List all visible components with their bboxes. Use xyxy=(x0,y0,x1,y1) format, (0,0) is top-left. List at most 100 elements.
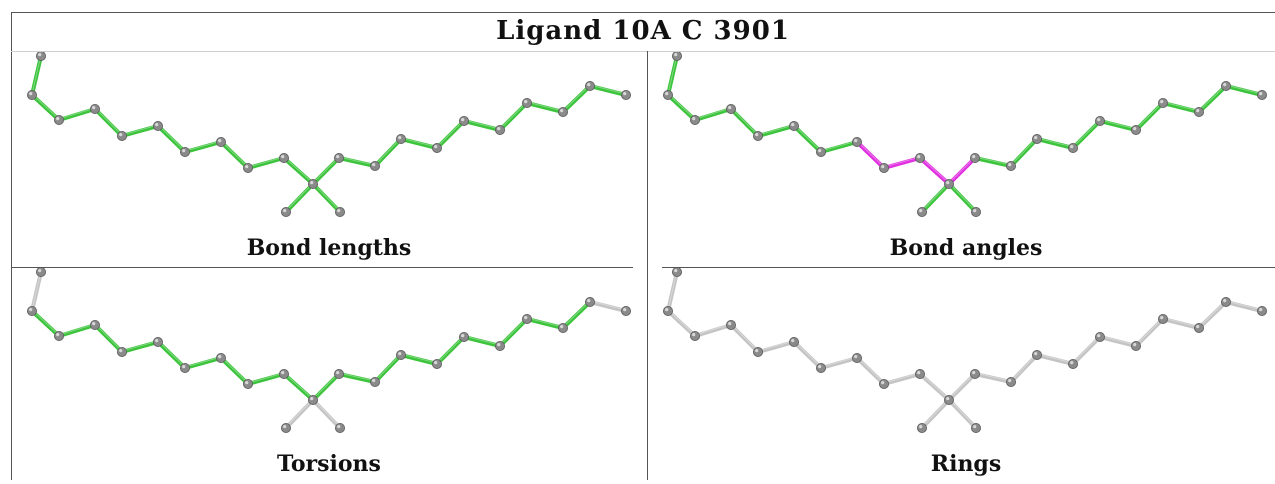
atom-18 xyxy=(1194,107,1205,118)
atom-7 xyxy=(851,353,862,364)
bond-highlight xyxy=(883,372,921,384)
bond-4-5 xyxy=(756,340,796,354)
bond-highlight xyxy=(730,323,759,352)
atom-14 xyxy=(431,143,442,154)
bond-highlight xyxy=(338,372,376,382)
atom-shine xyxy=(310,397,314,401)
bond-highlight xyxy=(562,300,591,328)
bond-highlight xyxy=(1225,84,1263,95)
bond-11-12 xyxy=(337,372,377,384)
atom-shine xyxy=(972,155,976,159)
atom-shine xyxy=(674,53,678,57)
bond-17-18 xyxy=(1161,101,1201,114)
bond-highlight xyxy=(667,93,696,120)
atom-shine xyxy=(1008,379,1012,383)
atom-14 xyxy=(431,359,442,370)
atom-shine xyxy=(587,83,591,87)
bond-highlight xyxy=(285,398,314,428)
atom-19 xyxy=(1221,80,1232,91)
atom-shine xyxy=(92,106,96,110)
atom-shine xyxy=(791,123,795,127)
atom-10 xyxy=(943,179,954,190)
bond-highlight xyxy=(312,182,341,212)
atom-1 xyxy=(26,90,37,101)
atom-1 xyxy=(662,306,673,317)
atom-9 xyxy=(914,153,925,164)
atom-11 xyxy=(333,153,344,164)
panel-horizontal-divider-right xyxy=(662,267,1275,268)
bond-highlight xyxy=(526,317,564,328)
bond-12-13 xyxy=(373,137,403,168)
bond-15-16 xyxy=(1098,119,1138,132)
bond-highlight xyxy=(31,270,42,311)
bond-3-4 xyxy=(93,107,124,138)
bond-10-22 xyxy=(311,182,342,214)
bond-highlight xyxy=(1072,119,1101,148)
bond-highlight xyxy=(948,182,977,212)
atom-shine xyxy=(1034,352,1038,356)
atom-shine xyxy=(310,181,314,185)
bond-7-8 xyxy=(219,140,250,170)
atom-6 xyxy=(815,363,826,374)
bond-highlight xyxy=(157,124,186,152)
atom-shine xyxy=(854,355,858,359)
atom-3 xyxy=(90,320,101,331)
bond-highlight xyxy=(694,107,732,120)
bond-8-9 xyxy=(246,372,286,386)
bond-10-11 xyxy=(311,156,341,186)
bond-highlight xyxy=(1135,101,1164,130)
panel-rings: Rings xyxy=(648,268,1275,484)
atom-20 xyxy=(621,90,632,101)
bond-highlight xyxy=(247,156,285,168)
bond-highlight xyxy=(820,356,858,368)
bond-highlight xyxy=(463,119,501,130)
bond-highlight xyxy=(793,124,822,152)
atom-5 xyxy=(152,121,163,132)
bond-highlight xyxy=(499,317,528,346)
atom-shine xyxy=(29,92,33,96)
atom-shine xyxy=(1196,325,1200,329)
atom-shine xyxy=(881,381,885,385)
bond-highlight xyxy=(589,84,627,95)
bond-12-13 xyxy=(1009,137,1039,168)
bond-highlight xyxy=(31,54,42,95)
bond-15-16 xyxy=(1098,335,1138,348)
bond-highlight xyxy=(948,372,976,400)
atom-2 xyxy=(54,331,65,342)
bond-highlight xyxy=(1198,84,1227,112)
atom-15 xyxy=(458,116,469,127)
bond-10-11 xyxy=(311,372,341,402)
bond-17-18 xyxy=(525,101,565,114)
bond-7-8 xyxy=(855,140,886,170)
atom-16 xyxy=(1130,341,1141,352)
atom-shine xyxy=(92,322,96,326)
bond-highlight xyxy=(1010,353,1038,382)
atom-shine xyxy=(497,127,501,131)
atom-22 xyxy=(334,206,345,217)
atom-11 xyxy=(969,369,980,380)
atom-shine xyxy=(119,133,123,137)
bond-highlight xyxy=(526,101,564,112)
bond-0-1 xyxy=(666,54,679,97)
atom-5 xyxy=(152,337,163,348)
bond-8-9 xyxy=(246,156,286,170)
atom-shine xyxy=(337,425,341,429)
atom-7 xyxy=(215,137,226,148)
bond-highlight xyxy=(283,372,314,400)
bond-3-4 xyxy=(729,323,760,354)
atom-shine xyxy=(755,133,759,137)
atom-shine xyxy=(755,349,759,353)
atom-shine xyxy=(245,165,249,169)
atom-13 xyxy=(395,134,406,145)
bond-highlight xyxy=(247,372,285,384)
atom-shine xyxy=(283,425,287,429)
atom-20 xyxy=(1257,306,1268,317)
bond-14-15 xyxy=(435,335,466,366)
bond-7-8 xyxy=(219,356,250,386)
atom-shine xyxy=(56,117,60,121)
atom-shine xyxy=(917,155,921,159)
caption-bond-angles: Bond angles xyxy=(889,235,1043,261)
bond-highlight xyxy=(1036,353,1074,364)
bond-highlight xyxy=(793,340,822,368)
atom-shine xyxy=(1097,334,1101,338)
